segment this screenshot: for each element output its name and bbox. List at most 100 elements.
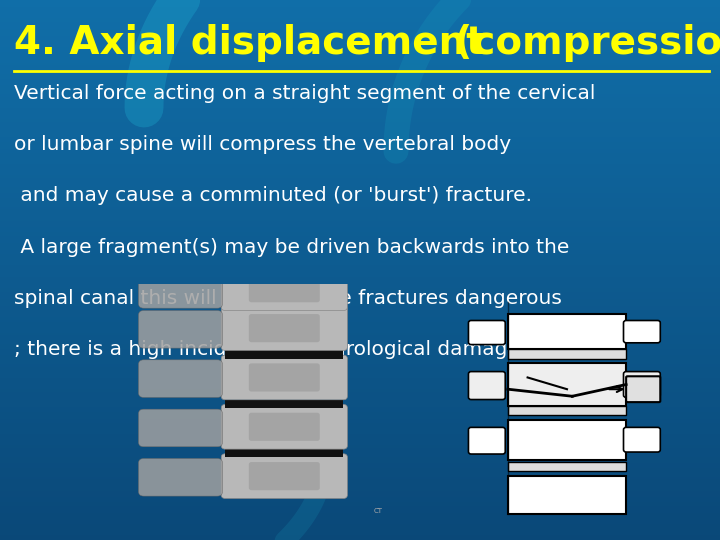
Bar — [0, 15, 720, 16]
Bar — [0, 454, 720, 455]
Bar — [0, 187, 720, 189]
FancyBboxPatch shape — [249, 363, 320, 392]
Bar — [0, 444, 720, 447]
Bar — [0, 225, 720, 227]
Bar — [0, 184, 720, 185]
Bar — [0, 96, 720, 97]
Bar — [0, 515, 720, 517]
Bar — [0, 137, 720, 139]
Bar — [0, 155, 720, 157]
Bar — [0, 49, 720, 50]
Bar — [0, 317, 720, 319]
Bar — [0, 227, 720, 228]
Bar — [0, 106, 720, 108]
Bar — [0, 491, 720, 493]
Bar — [0, 239, 720, 241]
Bar — [508, 349, 626, 359]
Bar — [0, 358, 720, 360]
Bar — [0, 131, 720, 133]
Bar — [0, 22, 720, 23]
Bar — [0, 255, 720, 258]
Bar — [0, 538, 720, 540]
Bar — [0, 113, 720, 115]
Bar — [0, 12, 720, 15]
Bar — [0, 394, 720, 396]
Bar — [0, 133, 720, 135]
Bar — [0, 140, 720, 142]
Bar — [0, 54, 720, 56]
FancyBboxPatch shape — [624, 321, 660, 343]
Text: (compression): (compression) — [441, 24, 720, 62]
Bar — [0, 112, 720, 113]
Bar — [0, 342, 720, 344]
Bar — [0, 81, 720, 83]
Bar — [0, 340, 720, 342]
Bar — [0, 346, 720, 347]
Bar — [0, 301, 720, 302]
Bar — [0, 403, 720, 405]
Bar — [0, 56, 720, 58]
Bar — [0, 509, 720, 511]
FancyBboxPatch shape — [221, 404, 347, 449]
Bar — [0, 214, 720, 216]
Bar — [0, 9, 720, 11]
Bar — [0, 439, 720, 441]
Bar — [0, 191, 720, 193]
Bar — [0, 455, 720, 457]
Bar — [0, 247, 720, 248]
Bar — [0, 288, 720, 290]
Bar — [0, 477, 720, 479]
Bar — [0, 279, 720, 281]
Bar — [0, 299, 720, 301]
Bar — [0, 182, 720, 184]
Bar — [0, 414, 720, 416]
Bar — [0, 169, 720, 171]
Bar — [0, 393, 720, 394]
Bar — [0, 47, 720, 49]
Bar — [0, 139, 720, 140]
Bar — [0, 290, 720, 292]
Bar — [0, 223, 720, 225]
Bar — [0, 216, 720, 218]
Bar — [508, 363, 626, 406]
Bar — [0, 471, 720, 474]
FancyBboxPatch shape — [221, 355, 347, 400]
Bar — [0, 447, 720, 448]
Bar — [0, 92, 720, 93]
Bar — [0, 482, 720, 484]
Bar — [0, 135, 720, 137]
Bar — [0, 234, 720, 236]
Bar — [0, 99, 720, 101]
Bar — [0, 412, 720, 414]
Bar — [0, 409, 720, 410]
Bar — [0, 297, 720, 299]
Bar — [0, 366, 720, 367]
Bar — [0, 220, 720, 221]
Bar — [0, 52, 720, 54]
Bar — [0, 416, 720, 417]
FancyBboxPatch shape — [624, 427, 660, 452]
Bar — [0, 245, 720, 247]
Bar — [0, 498, 720, 501]
Bar — [0, 437, 720, 439]
Bar — [0, 200, 720, 201]
Bar — [0, 5, 720, 7]
FancyBboxPatch shape — [249, 413, 320, 441]
Bar — [0, 236, 720, 238]
Bar — [0, 23, 720, 25]
Text: ; there is a high incidence of neurological damage.: ; there is a high incidence of neurologi… — [14, 340, 526, 359]
Bar — [0, 461, 720, 463]
Bar — [0, 490, 720, 491]
Bar — [0, 387, 720, 389]
Bar — [0, 36, 720, 38]
Bar — [0, 241, 720, 243]
Bar — [0, 45, 720, 47]
Bar — [0, 417, 720, 420]
Bar — [0, 486, 720, 488]
Bar — [0, 448, 720, 450]
FancyBboxPatch shape — [221, 266, 347, 310]
Bar — [0, 333, 720, 335]
Bar — [0, 76, 720, 77]
Bar — [0, 504, 720, 506]
Bar — [0, 275, 720, 277]
